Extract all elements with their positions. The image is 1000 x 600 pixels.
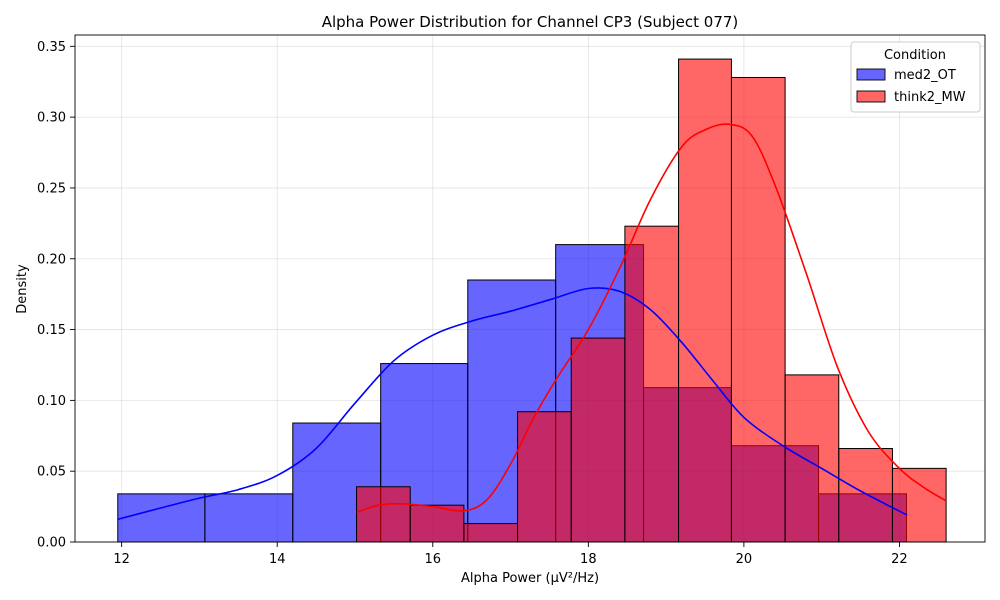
bar-think2-mw <box>570 337 626 543</box>
bar-med2-ot <box>204 493 294 543</box>
y-tick-label: 0.25 <box>37 181 66 196</box>
x-axis-ticks: 12 14 16 18 20 22 <box>113 542 908 567</box>
bar-think2-mw <box>624 225 680 543</box>
y-tick-label: 0.35 <box>37 40 66 55</box>
y-axis-title: Density <box>15 264 30 314</box>
x-tick-label: 22 <box>891 552 908 567</box>
y-axis-ticks: 0.00 0.05 0.10 0.15 0.20 0.25 0.30 0.35 <box>37 40 75 551</box>
x-tick-label: 18 <box>580 552 597 567</box>
y-tick-label: 0.15 <box>37 323 66 338</box>
y-tick-label: 0.10 <box>37 394 66 409</box>
y-tick-label: 0.00 <box>37 536 66 551</box>
bar-med2-ot <box>117 493 206 543</box>
legend: Condition med2_OT think2_MW <box>850 41 981 113</box>
x-tick-label: 16 <box>425 552 442 567</box>
bar-think2-mw <box>838 448 893 543</box>
legend-label-think2-mw: think2_MW <box>894 90 966 105</box>
bar-think2-mw <box>784 374 840 543</box>
y-tick-label: 0.20 <box>37 252 66 267</box>
bar-think2-mw <box>356 486 411 543</box>
chart-title: Alpha Power Distribution for Channel CP3… <box>322 13 739 31</box>
legend-title: Condition <box>884 48 946 63</box>
legend-label-med2-ot: med2_OT <box>894 68 956 83</box>
plot-frame <box>74 34 986 543</box>
kde-curves <box>117 123 947 521</box>
legend-swatch-med2-ot <box>856 68 886 81</box>
bar-think2-mw <box>463 523 519 543</box>
x-tick-label: 12 <box>113 552 130 567</box>
x-tick-label: 14 <box>269 552 286 567</box>
kde-line-think2-mw <box>356 123 947 514</box>
x-axis-title: Alpha Power (µV²/Hz) <box>461 571 599 586</box>
bar-think2-mw <box>678 58 732 543</box>
y-tick-label: 0.30 <box>37 111 66 126</box>
legend-swatch-think2-mw <box>856 90 886 103</box>
bar-think2-mw <box>517 411 572 543</box>
y-tick-label: 0.05 <box>37 465 66 480</box>
x-tick-label: 20 <box>736 552 753 567</box>
bar-think2-mw <box>891 467 947 543</box>
bar-think2-mw <box>730 76 786 543</box>
histogram-bars <box>117 58 947 543</box>
kde-line-med2-ot <box>117 287 908 521</box>
